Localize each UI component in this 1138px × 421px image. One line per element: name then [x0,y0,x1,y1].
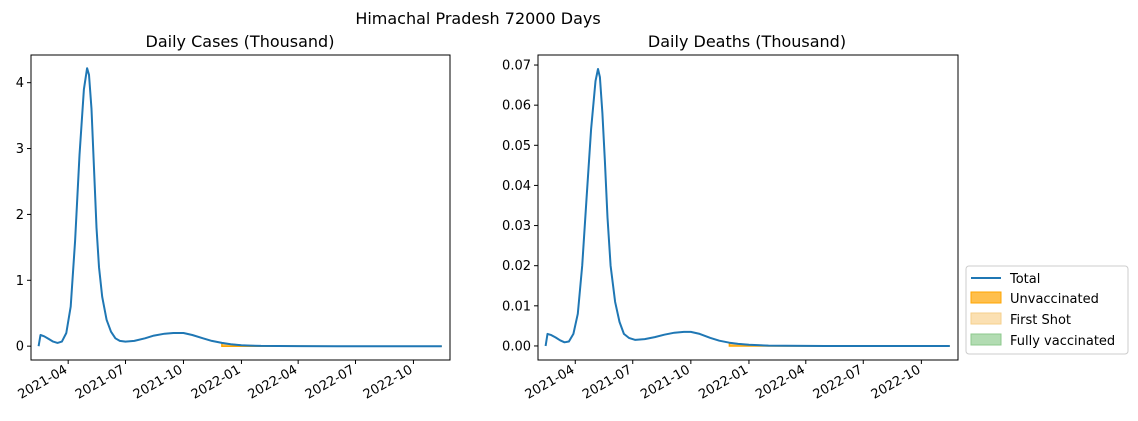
y-tick-label: 0 [16,340,24,355]
series-line-total [37,67,442,348]
y-tick-label: 0.00 [502,339,531,354]
x-tick-label: 2022-04 [246,362,301,402]
legend-area-swatch [970,291,1002,304]
legend-area-swatch [970,312,1002,325]
y-tick-label: 1 [16,274,24,289]
chart-title: Daily Cases (Thousand) [146,32,335,51]
x-tick-label: 2021-04 [523,362,578,402]
y-tick-label: 0.05 [502,139,531,154]
legend-label: Total [1009,272,1040,287]
y-tick-label: 3 [16,142,24,157]
y-tick-label: 0.03 [502,219,531,234]
figure-suptitle: Himachal Pradesh 72000 Days [355,9,600,28]
x-tick-label: 2021-04 [16,362,71,402]
x-tick-label: 2021-10 [638,362,693,402]
x-tick-label: 2021-10 [131,362,186,402]
series-line-total [544,68,950,347]
legend-item-first-shot: First Shot [970,312,1071,328]
legend-label: Fully vaccinated [1010,334,1115,349]
x-tick-label: 2022-01 [696,362,751,402]
x-tick-label: 2021-07 [580,362,635,402]
legend-label: First Shot [1010,313,1071,328]
y-tick-label: 0.04 [502,179,531,194]
chart-title: Daily Deaths (Thousand) [648,32,846,51]
legend-frame [965,265,1129,355]
legend-area-swatch [970,333,1002,346]
x-tick-label: 2022-07 [303,362,358,402]
x-tick-label: 2021-07 [73,362,128,402]
legend-item-unvaccinated: Unvaccinated [970,291,1099,307]
y-tick-label: 4 [16,76,24,91]
x-tick-label: 2022-10 [869,362,924,402]
legend: Total Unvaccinated First Shot Fully vacc… [965,265,1129,355]
x-tick-label: 2022-04 [753,362,808,402]
y-tick-label: 2 [16,208,24,223]
legend-label: Unvaccinated [1010,292,1099,307]
y-tick-label: 0.07 [502,59,531,74]
plot-frame [30,54,451,361]
x-tick-label: 2022-07 [811,362,866,402]
y-tick-label: 0.01 [502,299,531,314]
legend-item-fully-vaccinated: Fully vaccinated [970,333,1115,349]
x-tick-label: 2022-01 [189,362,244,402]
legend-item-total: Total [971,272,1040,287]
y-tick-label: 0.02 [502,259,531,274]
y-tick-label: 0.06 [502,99,531,114]
plot-frame [537,54,959,361]
x-tick-label: 2022-10 [361,362,416,402]
chart-daily-deaths: Daily Deaths (Thousand) 0.00 0.01 0.02 0.03… [502,32,959,403]
